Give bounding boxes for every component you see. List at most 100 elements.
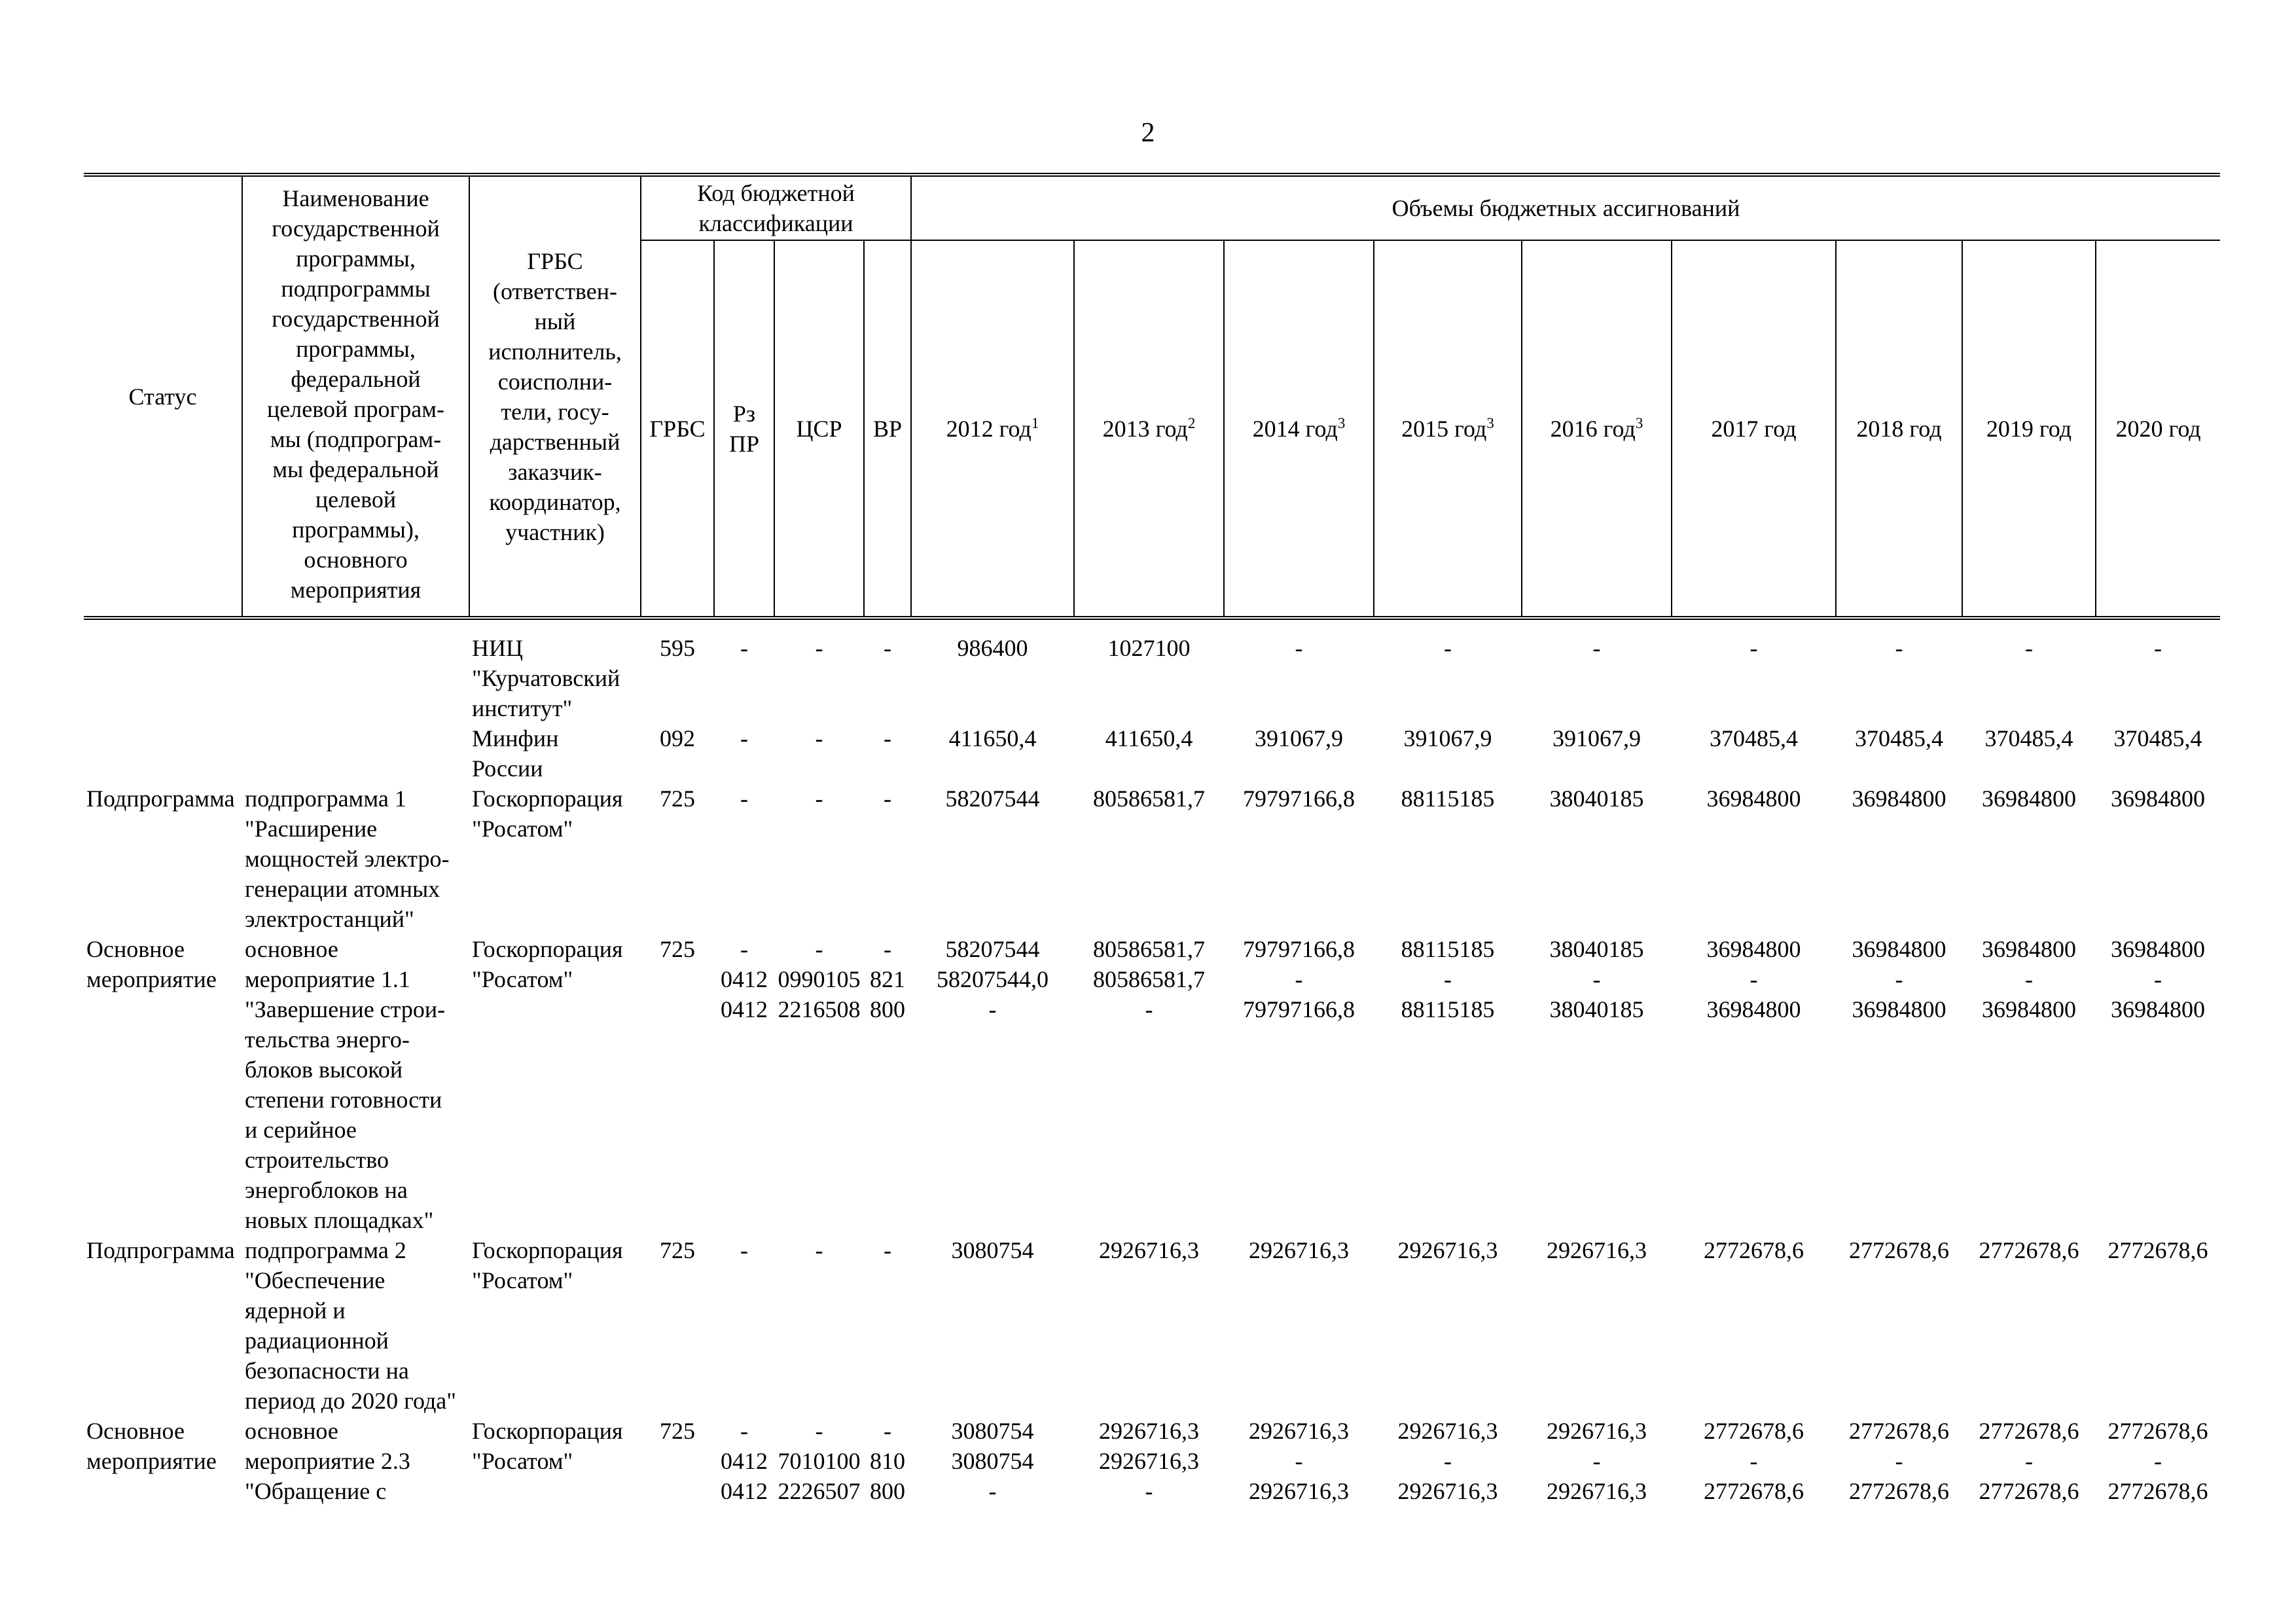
year-value: 80586581,7 xyxy=(1093,936,1205,962)
cell-code-grbs: 092 xyxy=(641,723,714,784)
code-value: 725 xyxy=(660,1237,695,1263)
year-value: 36984800 xyxy=(2111,936,2206,962)
year-value: 2772678,6 xyxy=(1704,1478,1804,1504)
cell-year-2013: 2926716,3 xyxy=(1074,1235,1224,1416)
code-value: 0412 xyxy=(721,966,768,992)
cell-year-2020: 370485,4 xyxy=(2096,723,2220,784)
code-value: 725 xyxy=(660,936,695,962)
year-label: 2013 год xyxy=(1102,415,1188,442)
year-value: - xyxy=(1444,635,1452,661)
year-value: 2926716,3 xyxy=(1547,1478,1647,1504)
code-value: 821 xyxy=(870,966,905,992)
cell-program-name: основное мероприятие 2.3 "Обращение с xyxy=(245,1418,410,1504)
year-value: - xyxy=(1749,1448,1758,1474)
year-value: - xyxy=(988,996,997,1022)
cell-year-2016: 38040185 xyxy=(1522,784,1672,934)
cell-year-2020: - xyxy=(2096,618,2220,723)
year-value: - xyxy=(2154,635,2162,661)
footnote-marker: 2 xyxy=(1187,414,1196,431)
cell-code-vr: - xyxy=(864,618,911,723)
cell-status xyxy=(84,723,242,784)
year-value: 2926716,3 xyxy=(1099,1237,1199,1263)
table-row: Основное мероприятие основное мероприятие… xyxy=(84,934,2220,1235)
cell-year-2019: 36984800 - 36984800 xyxy=(1962,934,2096,1235)
cell-year-2012: 58207544 58207544,0 - xyxy=(911,934,1074,1235)
year-value: 80586581,7 xyxy=(1093,785,1205,812)
year-value: 391067,9 xyxy=(1255,725,1343,751)
header-year-2020: 2020 год xyxy=(2094,240,2221,618)
code-value: - xyxy=(884,1418,891,1444)
cell-year-2020: 36984800 xyxy=(2096,784,2220,934)
year-value: 2926716,3 xyxy=(1249,1478,1349,1504)
year-value: 88115185 xyxy=(1401,936,1495,962)
cell-year-2013: 411650,4 xyxy=(1074,723,1224,784)
table-row: Подпрограмма подпрограмма 2 "Обеспечение … xyxy=(84,1235,2220,1416)
year-value: 411650,4 xyxy=(1105,725,1193,751)
year-value: - xyxy=(1749,635,1758,661)
cell-code-grbs: 725 xyxy=(641,934,714,1235)
cell-code-vr: - 821 800 xyxy=(864,934,911,1235)
year-label: 2017 год xyxy=(1711,415,1797,442)
year-value: 88115185 xyxy=(1401,996,1495,1022)
year-value: 2926716,3 xyxy=(1249,1418,1349,1444)
year-label: 2019 год xyxy=(1986,415,2072,442)
year-value: 36984800 xyxy=(1706,785,1801,812)
year-value: 36984800 xyxy=(1852,936,1946,962)
cell-year-2019: 370485,4 xyxy=(1962,723,2096,784)
year-value: 2926716,3 xyxy=(1099,1418,1199,1444)
year-value: 36984800 xyxy=(1982,785,2076,812)
cell-year-2015: - xyxy=(1374,618,1522,723)
code-value xyxy=(643,1476,711,1506)
year-value: 3080754 xyxy=(951,1448,1034,1474)
header-year-2015: 2015 год3 xyxy=(1373,240,1522,618)
year-value: - xyxy=(1592,635,1601,661)
code-value: - xyxy=(884,725,891,751)
year-value: - xyxy=(2154,966,2162,992)
cell-year-2018: 2772678,6 xyxy=(1836,1235,1962,1416)
cell-year-2017: 2772678,6 - 2772678,6 xyxy=(1672,1416,1836,1506)
cell-program-name: подпрограмма 2 "Обеспечение ядерной и ра… xyxy=(245,1237,456,1414)
code-value: - xyxy=(740,936,748,962)
cell-year-2016: 2926716,3 xyxy=(1522,1235,1672,1416)
year-label: 2012 год xyxy=(946,415,1031,442)
year-value: 1027100 xyxy=(1107,635,1191,661)
cell-code-rzpr: - xyxy=(714,1235,774,1416)
cell-status: Подпрограмма xyxy=(86,785,235,812)
year-value: 2772678,6 xyxy=(2108,1478,2208,1504)
year-value: 38040185 xyxy=(1549,936,1644,962)
year-value: - xyxy=(2025,1448,2033,1474)
year-value: - xyxy=(1444,1448,1452,1474)
code-value: - xyxy=(884,936,891,962)
cell-code-vr: - xyxy=(864,1235,911,1416)
cell-code-grbs: 595 xyxy=(641,618,714,723)
cell-year-2014: 79797166,8 xyxy=(1224,784,1374,934)
cell-code-grbs: 725 xyxy=(641,784,714,934)
year-value: 2926716,3 xyxy=(1397,1418,1498,1444)
code-value: - xyxy=(740,725,748,751)
cell-year-2012: 58207544 xyxy=(911,784,1074,934)
cell-year-2017: 36984800 xyxy=(1672,784,1836,934)
code-value: - xyxy=(740,1237,748,1263)
cell-year-2020: 2772678,6 - 2772678,6 xyxy=(2096,1416,2220,1506)
year-value: 2772678,6 xyxy=(1704,1237,1804,1263)
header-year-2014: 2014 год3 xyxy=(1223,240,1374,618)
cell-program-name xyxy=(242,618,469,723)
year-value: 2772678,6 xyxy=(1704,1418,1804,1444)
cell-year-2014: 2926716,3 - 2926716,3 xyxy=(1224,1416,1374,1506)
cell-code-csr: - xyxy=(774,784,864,934)
year-value: 79797166,8 xyxy=(1243,996,1355,1022)
year-value: - xyxy=(1749,966,1758,992)
year-value: - xyxy=(1592,966,1601,992)
code-value: - xyxy=(815,785,823,812)
code-value: 0990105 xyxy=(778,966,861,992)
cell-year-2013: 80586581,7 xyxy=(1074,784,1224,934)
table-body: НИЦ "Курчатовский институт" 595 - - - 986400 1… xyxy=(84,618,2220,1506)
year-value: 2926716,3 xyxy=(1547,1237,1647,1263)
cell-year-2017: 2772678,6 xyxy=(1672,1235,1836,1416)
cell-executor: Госкорпорация "Росатом" xyxy=(472,1237,623,1293)
year-value: - xyxy=(2025,966,2033,992)
cell-year-2015: 88115185 xyxy=(1374,784,1522,934)
cell-status xyxy=(84,618,242,723)
year-value: - xyxy=(1295,635,1303,661)
cell-year-2019: - xyxy=(1962,618,2096,723)
